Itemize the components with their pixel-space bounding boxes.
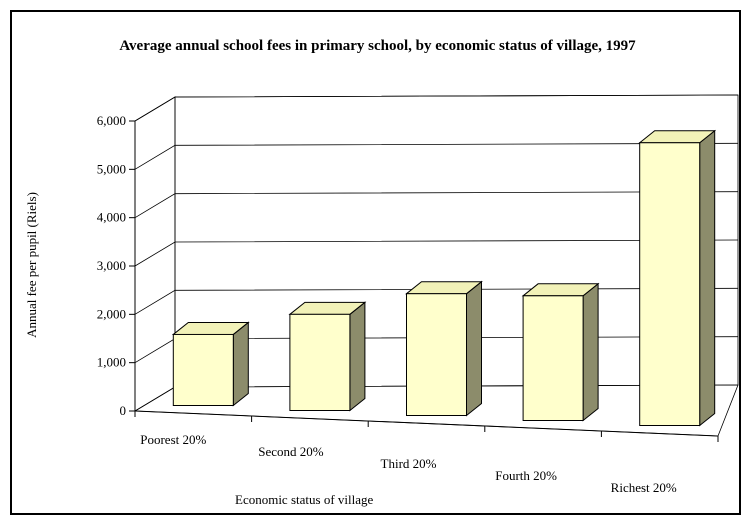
bar-front [522,295,584,421]
x-axis-line [134,410,719,437]
bar-side [232,321,249,407]
x-category-label: Fourth 20% [495,468,557,483]
bar [405,280,483,417]
bar-front [639,142,701,426]
bar [288,301,367,412]
chart-frame [10,10,741,515]
bar-front [406,293,467,417]
gridline [134,142,739,170]
bar-front [172,333,234,407]
y-tick-label: 5,000 [97,161,126,176]
y-axis-title: Annual fee per pupil (Riels) [24,192,39,338]
bar [171,321,250,407]
bar [521,282,600,422]
x-category-label: Second 20% [258,444,324,459]
x-category-label: Third 20% [381,456,437,471]
x-axis-title: Economic status of village [235,492,374,507]
bar-front [289,313,351,412]
gridline [134,94,739,122]
bars [171,129,717,427]
x-axis-categories: Poorest 20% Second 20% Third 20% Fourth 20%… [134,410,719,495]
x-category-label: Richest 20% [611,480,677,495]
y-tick-label: 4,000 [97,210,126,225]
y-tick-label: 3,000 [97,258,126,273]
bar [638,129,717,427]
chart-title: Average annual school fees in primary sc… [119,38,636,54]
y-tick-label: 6,000 [97,113,126,128]
y-axis-ticks: 0 1,000 2,000 3,000 4,000 5,000 6,000 [97,113,136,418]
x-category-label: Poorest 20% [140,432,206,447]
y-tick-label: 2,000 [97,306,126,321]
bar-side [582,282,599,422]
y-tick-label: 0 [120,403,127,418]
bar-side [699,129,716,427]
bar-side [466,280,482,417]
gridline [134,191,739,219]
bar-side [349,301,366,412]
y-tick-label: 1,000 [97,355,126,370]
gridline [134,239,739,267]
